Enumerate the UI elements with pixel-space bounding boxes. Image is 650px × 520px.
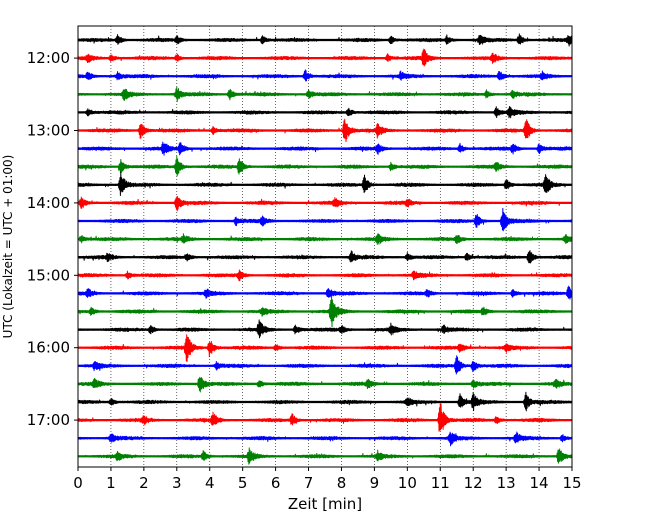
x-tick-label: 8 [337,474,347,492]
x-tick-label: 1 [106,474,116,492]
trace-14:15 [77,207,573,232]
x-tick-label: 3 [172,474,182,492]
y-tick-label: 12:00 [27,49,70,67]
x-tick-label: 6 [271,474,281,492]
x-tick-label: 15 [562,474,581,492]
x-tick-label: 0 [73,474,83,492]
seismic-traces [77,33,573,465]
y-axis-ticks: 12:00 13:00 14:00 15:00 16:00 17:00 [27,49,78,429]
x-tick-label: 9 [370,474,380,492]
y-tick-label: 13:00 [27,122,70,140]
y-tick-label: 16:00 [27,339,70,357]
trace-17:00 [77,402,573,432]
x-axis-ticks: 0 1 2 3 4 5 6 7 8 9 10 11 12 13 14 15 [73,467,582,492]
x-tick-label: 14 [530,474,549,492]
x-tick-label: 7 [304,474,314,492]
x-tick-label: 10 [398,474,417,492]
x-tick-label: 11 [431,474,450,492]
y-axis-label: UTC (Lokalzeit = UTC + 01:00) [1,155,15,339]
y-tick-label: 15:00 [27,266,70,284]
x-axis-label: Zeit [min] [288,495,362,513]
y-tick-label: 17:00 [27,411,70,429]
plot-frame [77,25,573,468]
x-tick-label: 5 [238,474,248,492]
x-tick-label: 4 [205,474,215,492]
x-tick-label: 12 [464,474,483,492]
y-tick-label: 14:00 [27,194,70,212]
x-tick-label: 2 [139,474,149,492]
trace-13:45 [77,171,573,196]
x-tick-label: 13 [497,474,516,492]
